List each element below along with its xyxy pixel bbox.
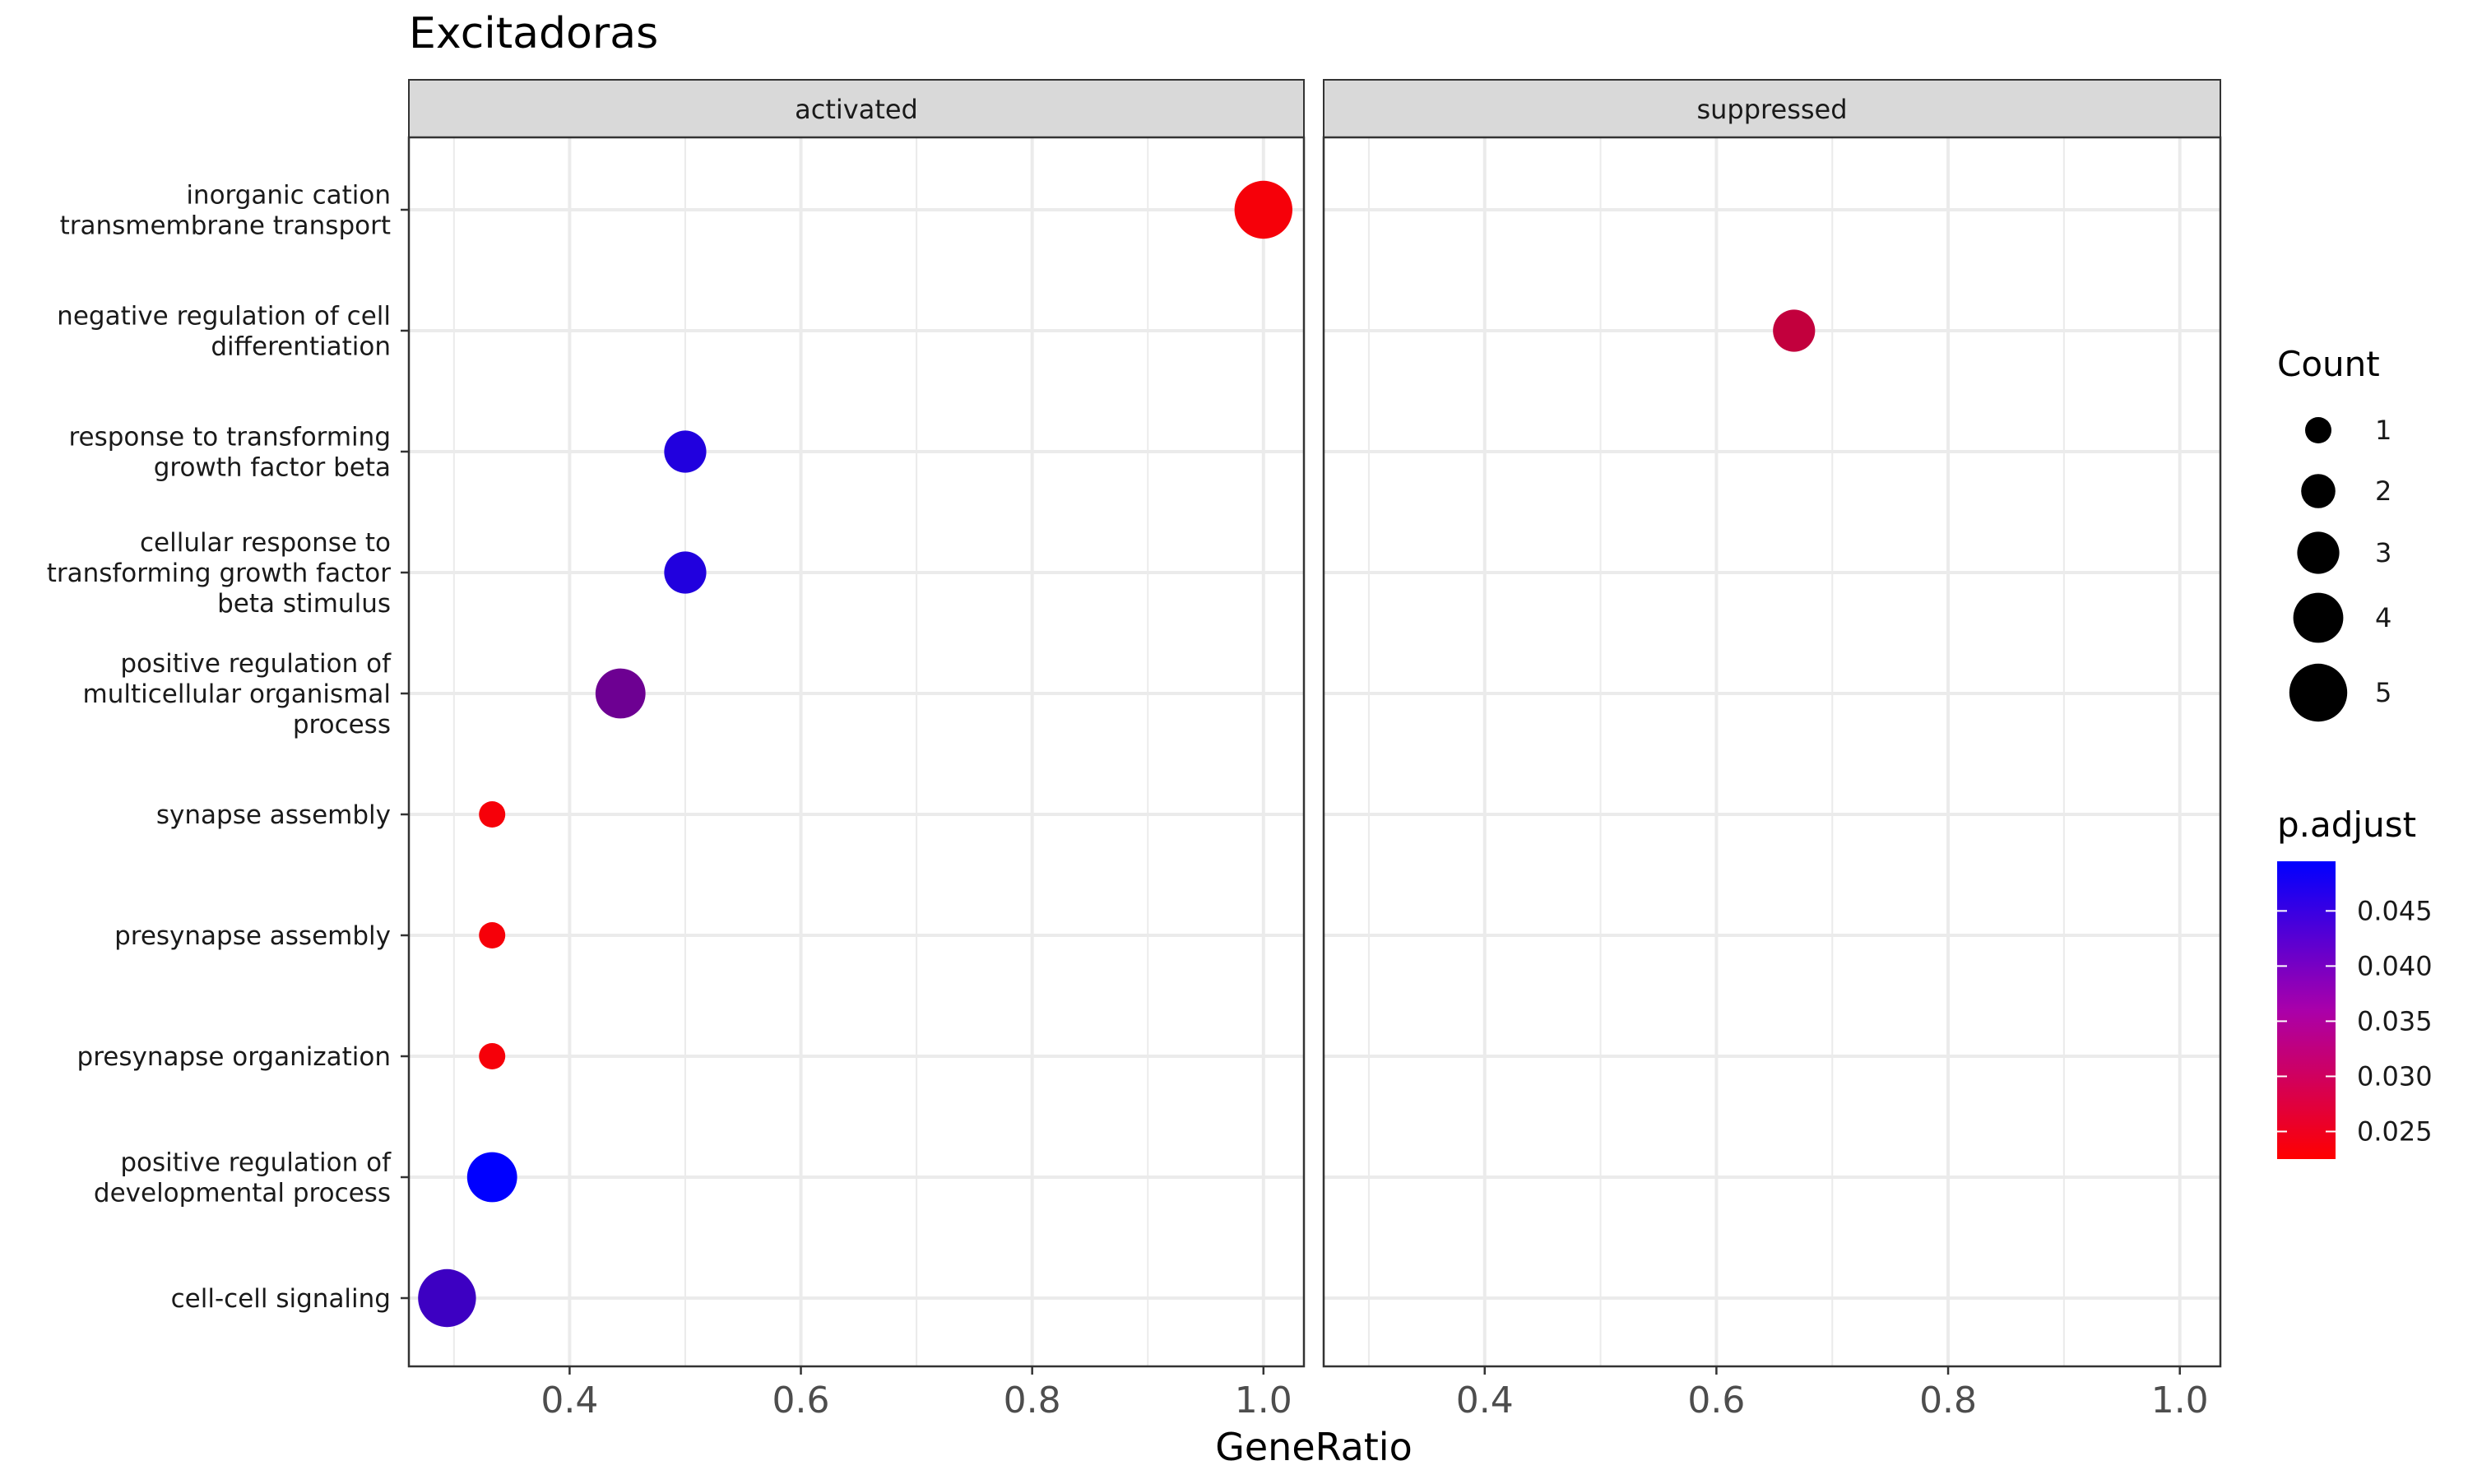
color-legend-label: 0.035 (2357, 1005, 2433, 1036)
y-tick-label-line: synapse assembly (156, 800, 391, 830)
data-point (479, 1043, 506, 1069)
y-tick-label-line: transforming growth factor (47, 559, 392, 588)
size-legend-label: 3 (2375, 537, 2391, 568)
y-tick-label-line: cellular response to (140, 528, 391, 558)
y-tick-label: positive regulation of developmental proc… (94, 1148, 392, 1208)
facet-strip (1323, 79, 2221, 138)
facet-strip-label: suppressed (1696, 94, 1847, 125)
data-point (479, 922, 506, 948)
size-legend-label: 4 (2375, 602, 2391, 633)
y-tick-label: cellular response to transforming growth … (47, 528, 392, 619)
color-legend-label: 0.030 (2357, 1060, 2433, 1092)
size-legend-key (2293, 592, 2344, 643)
size-legend-title: Count (2277, 344, 2380, 384)
color-legend-label: 0.025 (2357, 1115, 2433, 1147)
y-tick-label-line: developmental process (94, 1179, 391, 1208)
panel-border (1322, 136, 2222, 1368)
y-tick-label: inorganic cation transmembrane transport (60, 181, 391, 241)
color-legend-bar (2277, 861, 2336, 1159)
x-tick-label: 0.6 (772, 1380, 830, 1421)
size-legend-label: 2 (2375, 475, 2391, 507)
size-legend-label: 5 (2375, 677, 2391, 708)
x-tick-label: 0.4 (540, 1380, 598, 1421)
data-point (466, 1152, 517, 1203)
size-legend-label: 1 (2375, 415, 2391, 446)
x-tick-label: 1.0 (2151, 1380, 2209, 1421)
y-tick-label: cell-cell signaling (171, 1284, 391, 1314)
y-tick-label: presynapse organization (77, 1042, 391, 1072)
y-tick-label-line: multicellular organismal (83, 679, 391, 709)
y-tick-label: synapse assembly (156, 800, 391, 830)
y-tick-label-line: response to transforming (68, 423, 391, 452)
facet-strip-label: activated (795, 94, 918, 125)
size-legend-key (2301, 474, 2336, 508)
y-tick-label: negative regulation of cell differentiati… (57, 302, 391, 362)
size-legend-key (2305, 417, 2331, 443)
x-tick-label: 0.8 (1919, 1380, 1977, 1421)
y-tick-label-line: positive regulation of (120, 1148, 392, 1178)
x-tick-label: 0.6 (1687, 1380, 1745, 1421)
data-point (595, 668, 646, 719)
y-tick-label-line: differentiation (211, 332, 391, 362)
size-legend-key (2289, 663, 2348, 722)
y-tick-label-line: inorganic cation (186, 181, 391, 211)
y-tick-label: positive regulation of multicellular orga… (83, 649, 392, 740)
y-tick-label-line: transmembrane transport (60, 211, 391, 241)
y-tick-label-line: cell-cell signaling (171, 1284, 391, 1314)
data-point (1234, 180, 1293, 239)
y-tick-label-line: presynapse organization (77, 1042, 391, 1072)
data-point (1773, 309, 1816, 352)
x-tick-label: 0.4 (1456, 1380, 1514, 1421)
x-tick-label: 0.8 (1004, 1380, 1061, 1421)
facet-strip (408, 79, 1305, 138)
y-tick-label-line: presynapse assembly (114, 921, 391, 951)
x-tick-label: 1.0 (1235, 1380, 1292, 1421)
data-point (664, 430, 707, 473)
y-tick-label: presynapse assembly (114, 921, 391, 951)
color-legend-label: 0.040 (2357, 950, 2433, 981)
y-tick-label-line: process (293, 710, 391, 740)
y-tick-label: response to transforming growth factor be… (68, 423, 391, 483)
y-tick-label-line: growth factor beta (154, 453, 391, 483)
y-tick-label-line: negative regulation of cell (57, 302, 391, 332)
y-tick-label-line: positive regulation of (120, 649, 392, 679)
data-point (479, 801, 506, 828)
data-point (418, 1268, 476, 1328)
x-axis-title: GeneRatio (1215, 1425, 1413, 1469)
color-legend-label: 0.045 (2357, 895, 2433, 926)
chart-title: Excitadoras (409, 9, 658, 58)
color-legend-title: p.adjust (2277, 805, 2416, 845)
data-point (664, 551, 707, 594)
size-legend-key (2297, 531, 2340, 574)
panel-border (407, 136, 1306, 1368)
y-tick-label-line: beta stimulus (217, 589, 391, 619)
